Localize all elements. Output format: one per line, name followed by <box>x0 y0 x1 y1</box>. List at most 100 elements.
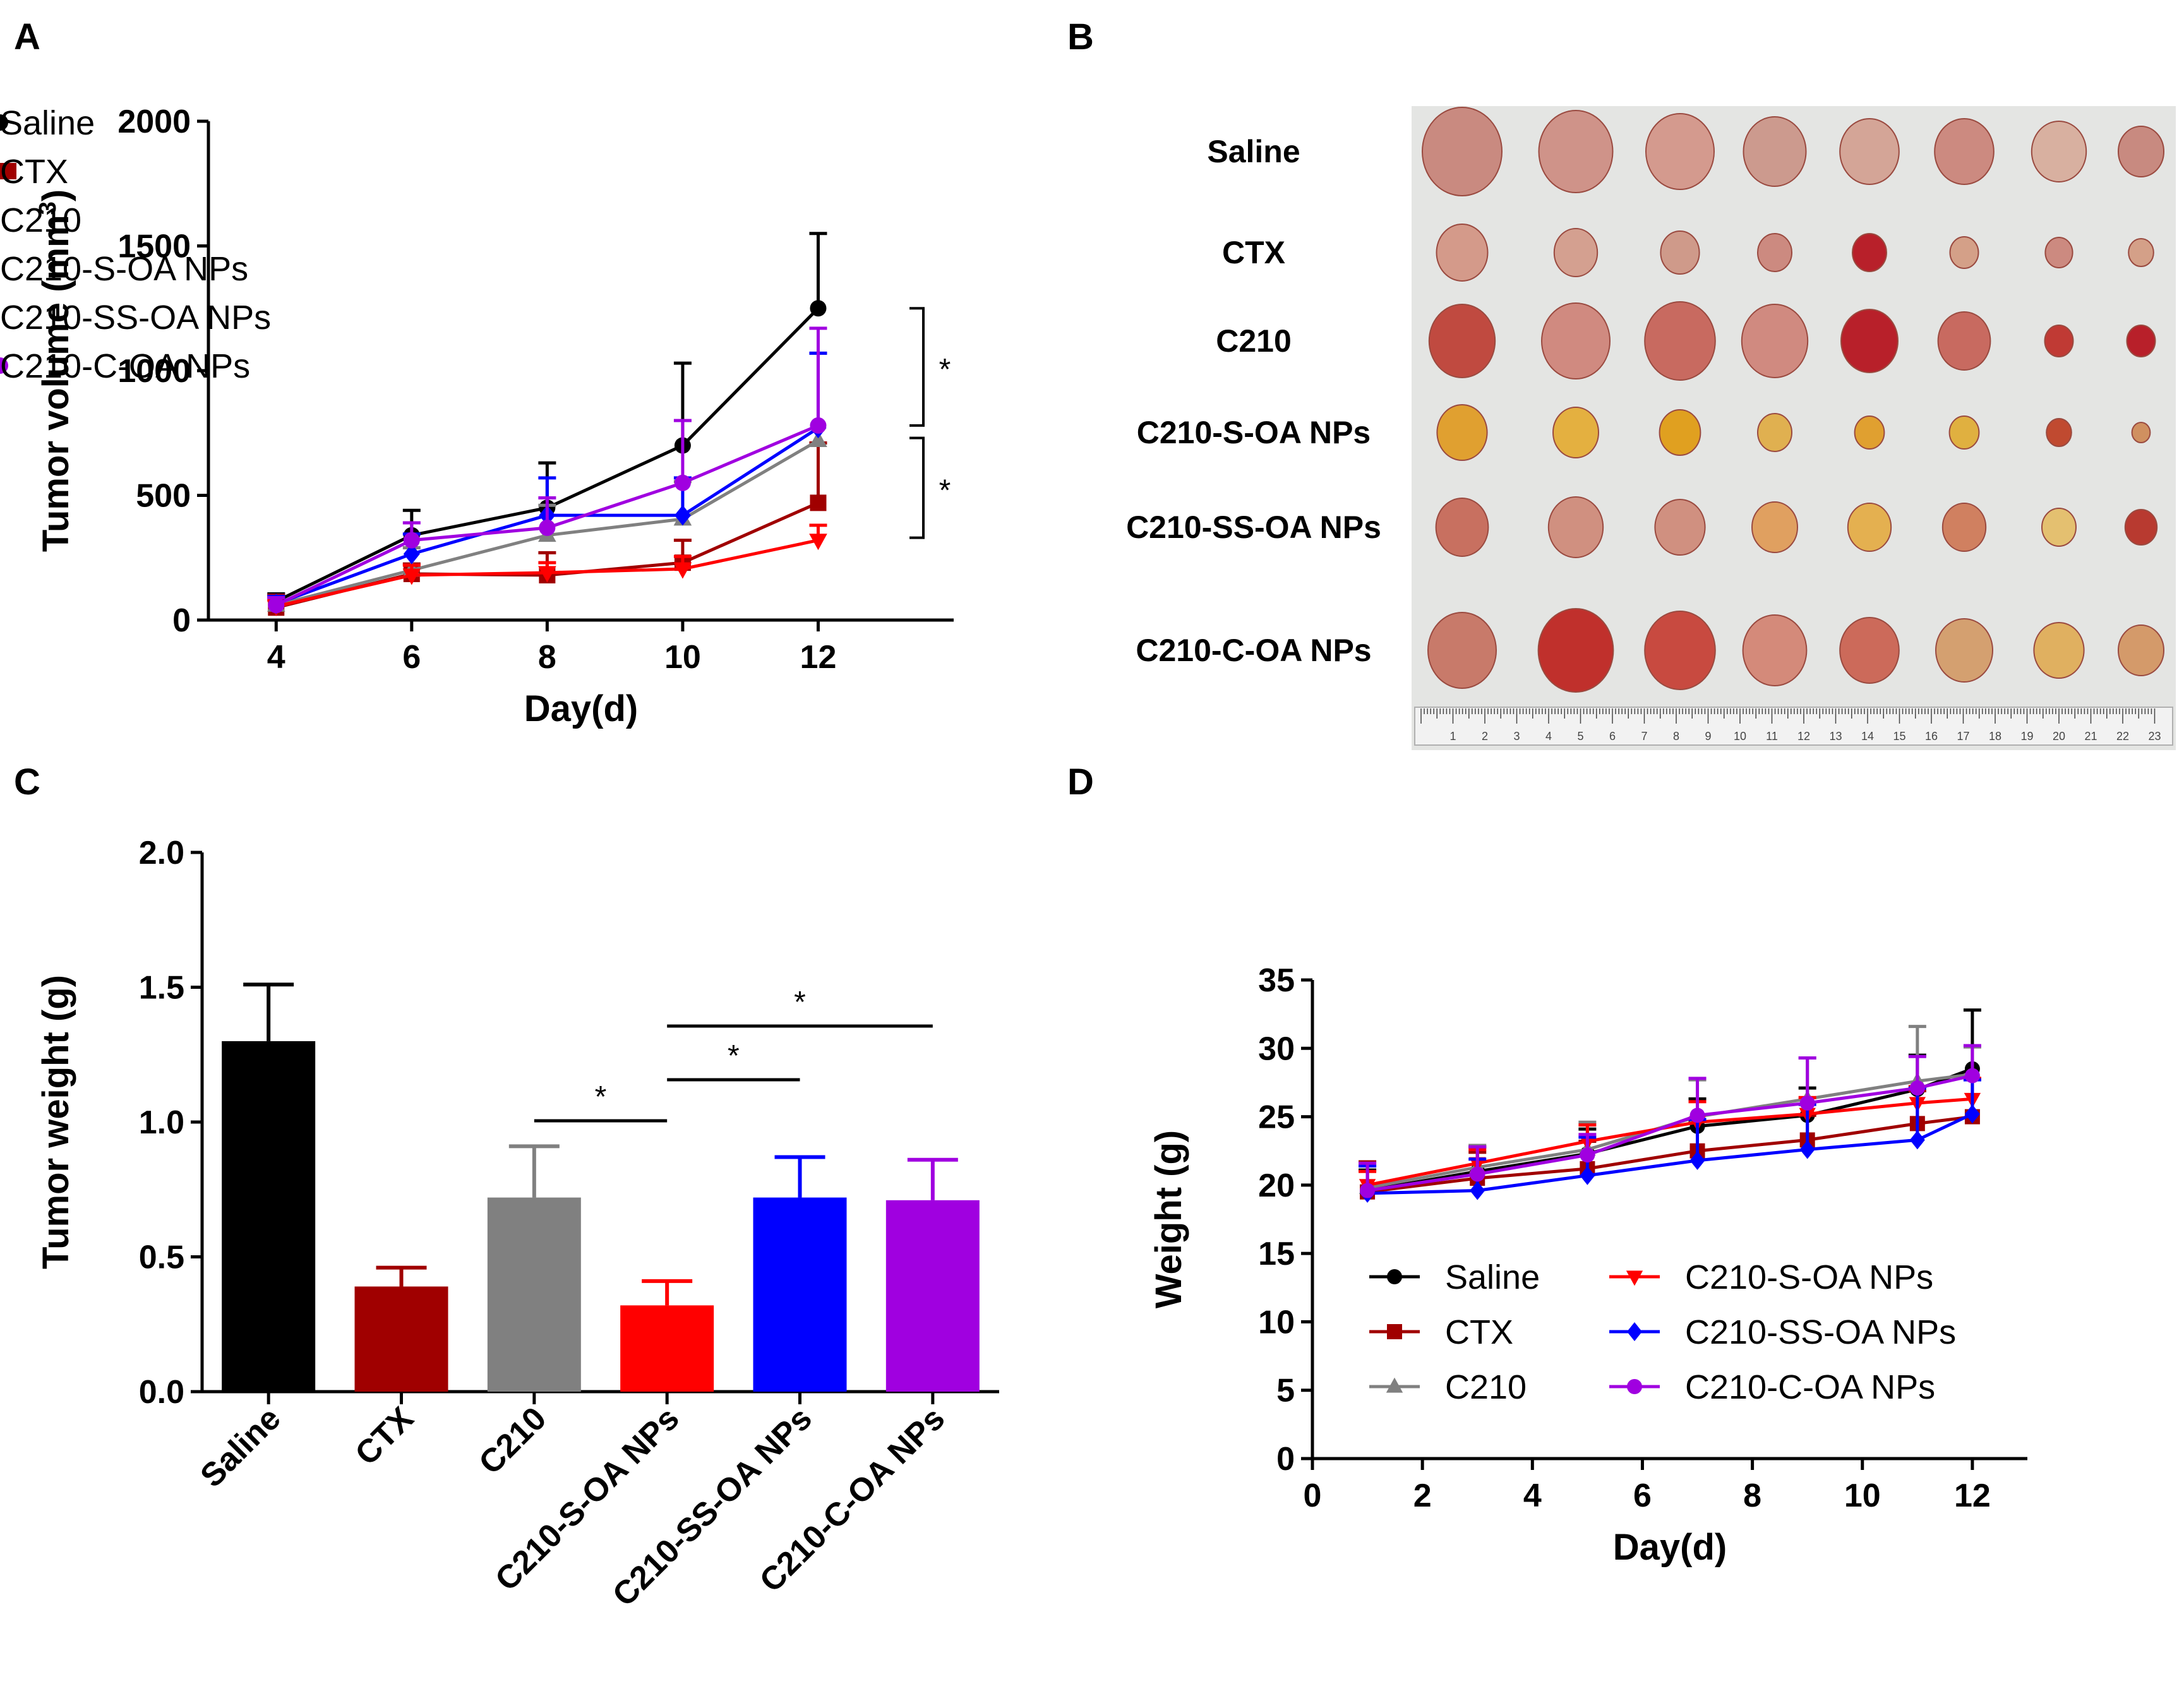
panel-c-y-tick-label: 2.0 <box>139 835 184 871</box>
panel-a-legend-label: C210-SS-OA NPs <box>0 299 271 337</box>
panel-a-x-tick-label: 4 <box>267 639 285 676</box>
panel-c-significance-star: * <box>595 1080 607 1114</box>
panel-d-legend-label: CTX <box>1445 1313 1513 1351</box>
panel-a-x-tick-label: 8 <box>538 639 556 676</box>
group-label-c210-s-oa-nps: C210-S-OA NPs <box>1137 415 1371 450</box>
group-label-saline: Saline <box>1207 134 1300 169</box>
tumor-c210-s-oa-nps <box>2131 422 2151 443</box>
panel-d-legend-label: C210-SS-OA NPs <box>1685 1313 1956 1351</box>
panel-c-tumor-weight-chart: 0.0 0.5 1.0 1.5 2.0 Tumor weight (g) Saline CTX… <box>35 835 999 1613</box>
ruler-number: 1 <box>1449 730 1456 743</box>
ruler-number: 17 <box>1957 730 1969 743</box>
tumor-saline <box>1538 110 1614 193</box>
panel-a-legend-marker <box>0 114 8 131</box>
panel-d-data-point <box>1799 1140 1815 1159</box>
panel-a-significance-bracket <box>909 307 925 427</box>
panel-d-y-tick-label: 10 <box>1258 1304 1295 1341</box>
panel-a-y-tick-label: 2000 <box>117 104 191 140</box>
panel-a-x-axis-title: Day(d) <box>524 688 638 729</box>
panel-a-series-c210-c-oa-nps <box>267 326 827 614</box>
ruler-number: 6 <box>1609 730 1616 743</box>
panel-d-data-point <box>1909 1130 1925 1150</box>
ruler-number: 20 <box>2053 730 2065 743</box>
panel-d-x-tick-label: 0 <box>1304 1478 1322 1514</box>
tumor-c210-c-oa-nps <box>1742 614 1808 686</box>
ruler-number: 9 <box>1705 730 1711 743</box>
panel-d-data-point <box>1470 1166 1485 1182</box>
ruler-number: 2 <box>1482 730 1488 743</box>
tumor-c210-s-oa-nps <box>1552 407 1599 458</box>
panel-c-y-tick-label: 0.0 <box>139 1374 184 1411</box>
panel-d-series-c210-c-oa-nps <box>1359 1044 1981 1198</box>
panel-d-legend-label: Saline <box>1445 1258 1540 1296</box>
panel-a-significance-bracket <box>909 436 925 539</box>
tumor-c210 <box>2126 325 2156 357</box>
tumor-c210-ss-oa-nps <box>1847 503 1892 552</box>
panel-d-legend-marker <box>1627 1322 1642 1341</box>
ruler-number: 22 <box>2116 730 2129 743</box>
tumor-saline <box>1934 118 1995 185</box>
tumor-ctx <box>1852 233 1887 272</box>
tumor-c210-ss-oa-nps <box>1435 498 1489 557</box>
tumor-c210-s-oa-nps <box>1854 415 1885 450</box>
tumor-c210-ss-oa-nps <box>2041 508 2077 547</box>
panel-d-legend-label: C210-S-OA NPs <box>1685 1258 1933 1296</box>
panel-d-body-weight-chart: 0 2 4 6 8 10 12 0 5 10 15 20 25 30 35 Day(d) Weight (g) S… <box>1148 962 2027 1568</box>
tumor-c210-c-oa-nps <box>1935 618 1993 683</box>
panel-c-y-axis-title: Tumor weight (g) <box>35 975 76 1269</box>
tumor-saline <box>1839 118 1900 185</box>
panel-d-legend-marker <box>1387 1324 1402 1339</box>
panel-a-y-tick-label: 1000 <box>117 353 191 390</box>
panel-c-bar-c210-c-oa-nps <box>885 1200 980 1392</box>
ruler-number: 14 <box>1861 730 1874 743</box>
panel-a-y-tick-label: 0 <box>172 602 191 639</box>
tumor-ctx <box>1949 236 1979 269</box>
tumor-ctx <box>1757 233 1792 272</box>
panel-d-legend-marker <box>1387 1269 1402 1284</box>
group-label-c210-ss-oa-nps: C210-SS-OA NPs <box>1126 510 1381 545</box>
tumor-c210-s-oa-nps <box>1948 415 1980 450</box>
panel-a-x-tick-label: 6 <box>402 639 421 676</box>
tumor-c210 <box>1428 304 1496 378</box>
panel-a-legend-marker <box>0 163 16 179</box>
tumor-ctx <box>1436 224 1489 282</box>
panel-a-data-point <box>403 532 420 549</box>
tumor-c210-c-oa-nps <box>2118 624 2164 676</box>
panel-d-y-tick-label: 0 <box>1276 1441 1295 1478</box>
ruler-number: 18 <box>1989 730 2001 743</box>
panel-a-data-point <box>538 566 556 583</box>
panel-d-x-tick-label: 8 <box>1743 1478 1761 1514</box>
tumor-ctx <box>1553 228 1599 277</box>
panel-d-data-point <box>1689 1108 1705 1123</box>
group-label-c210-c-oa-nps: C210-C-OA NPs <box>1136 633 1371 668</box>
panel-a-legend-label: Saline <box>0 104 95 142</box>
panel-label-b: B <box>1067 16 1094 57</box>
panel-a-data-point <box>809 534 827 551</box>
panel-d-data-point <box>1964 1068 1980 1084</box>
ruler-number: 8 <box>1673 730 1679 743</box>
tumor-saline <box>1743 116 1807 187</box>
panel-d-data-point <box>1799 1095 1815 1111</box>
tumor-saline <box>1422 107 1503 196</box>
tumor-ctx <box>2128 238 2154 267</box>
ruler-number: 10 <box>1734 730 1746 743</box>
tumor-c210-s-oa-nps <box>1659 409 1701 456</box>
ruler-number: 3 <box>1513 730 1520 743</box>
panel-c-bar-c210-ss-oa-nps <box>753 1197 847 1392</box>
ruler-number: 15 <box>1893 730 1905 743</box>
panel-d-y-tick-label: 30 <box>1258 1030 1295 1067</box>
panel-a-data-point <box>810 494 827 511</box>
tumor-saline <box>1645 113 1715 190</box>
panel-a-data-point <box>402 568 421 585</box>
panel-a-data-point <box>673 562 692 579</box>
tumor-c210-ss-oa-nps <box>1654 499 1706 556</box>
tumor-c210-ss-oa-nps <box>2124 509 2158 546</box>
tumor-c210-c-oa-nps <box>1644 611 1716 690</box>
panel-a-x-tick-label: 10 <box>664 639 701 676</box>
panel-a-data-point <box>268 597 285 614</box>
ruler-number: 23 <box>2148 730 2161 743</box>
panel-c-significance-star: * <box>728 1039 740 1073</box>
tumor-c210-c-oa-nps <box>1427 612 1497 689</box>
tumor-ctx <box>2044 237 2073 268</box>
panel-a-data-point <box>674 474 691 491</box>
